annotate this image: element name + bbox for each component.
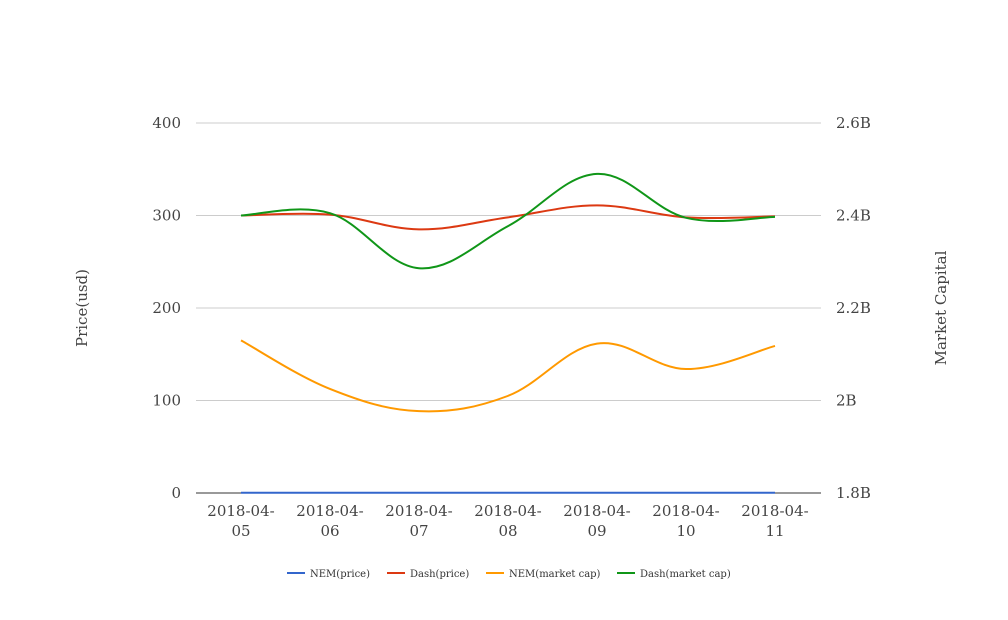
left-axis-ticks: 0 100 200 300 400 xyxy=(152,114,181,502)
legend-item: Dash(market cap) xyxy=(617,569,731,580)
right-tick-label: 2.2B xyxy=(836,299,871,317)
x-tick-label: 2018-04-11 xyxy=(741,502,808,540)
right-tick-label: 1.8B xyxy=(836,484,871,502)
legend-label: Dash(market cap) xyxy=(640,569,731,580)
right-tick-label: 2.6B xyxy=(836,114,871,132)
x-tick-label: 2018-04-07 xyxy=(385,502,452,540)
left-axis-title: Price(usd) xyxy=(73,269,91,347)
series-line-dash-market-cap xyxy=(241,174,775,269)
series-lines xyxy=(241,174,775,493)
left-tick-label: 200 xyxy=(152,299,181,317)
x-tick-label: 2018-04-09 xyxy=(563,502,630,540)
right-axis-title: Market Capital xyxy=(932,250,950,365)
right-tick-label: 2B xyxy=(836,392,857,410)
legend-item: Dash(price) xyxy=(387,569,469,580)
right-tick-label: 2.4B xyxy=(836,207,871,225)
legend-item: NEM(price) xyxy=(287,569,370,580)
x-tick-label: 2018-04-10 xyxy=(652,502,719,540)
x-axis-ticks: 2018-04-05 2018-04-06 2018-04-07 2018-04-08… xyxy=(207,502,808,540)
x-tick-label: 2018-04-08 xyxy=(474,502,541,540)
legend-label: NEM(price) xyxy=(310,569,370,580)
left-tick-label: 0 xyxy=(171,484,181,502)
legend-label: NEM(market cap) xyxy=(509,569,601,580)
gridlines xyxy=(196,123,821,493)
x-tick-label: 2018-04-05 xyxy=(207,502,274,540)
left-tick-label: 300 xyxy=(152,207,181,225)
legend-label: Dash(price) xyxy=(410,569,469,580)
legend: NEM(price) Dash(price) NEM(market cap) Dash… xyxy=(287,569,731,580)
x-tick-label: 2018-04-06 xyxy=(296,502,363,540)
right-axis-ticks: 1.8B 2B 2.2B 2.4B 2.6B xyxy=(836,114,871,502)
left-tick-label: 100 xyxy=(152,392,181,410)
legend-item: NEM(market cap) xyxy=(486,569,601,580)
left-tick-label: 400 xyxy=(152,114,181,132)
